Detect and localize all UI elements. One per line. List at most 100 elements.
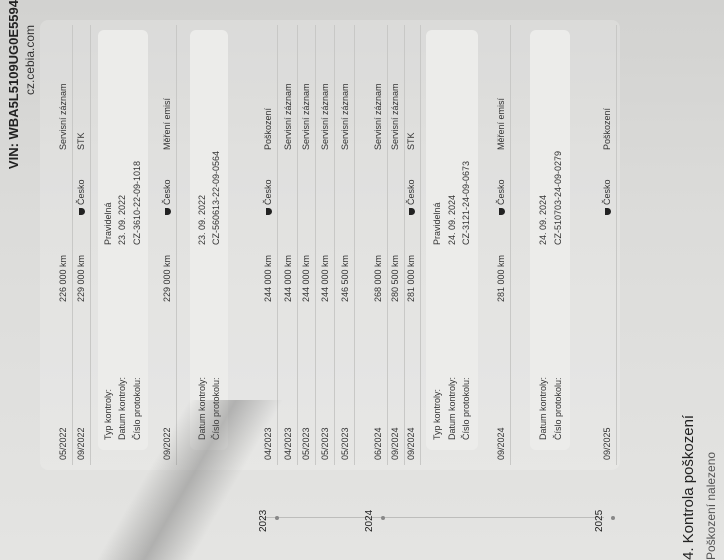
detail-box: Datum kontroly: 24. 09. 2024 Číslo proto…: [530, 30, 570, 450]
value-protocol: CZ-560613-22-09-0564: [211, 150, 221, 245]
history-row: 05/2023 244 000 km Servisní záznam: [297, 25, 316, 465]
label-date: Datum kontroly:: [117, 376, 127, 440]
history-row: 05/2023 246 500 km Servisní záznam: [336, 25, 355, 465]
row-mileage: 244 000 km: [263, 255, 273, 303]
label-type: Typ kontroly:: [432, 388, 442, 440]
row-date: 09/2025: [602, 427, 612, 460]
country-flag-icon: [499, 208, 505, 215]
history-row: 09/2022 229 000 km Česko Měření emisí: [158, 25, 177, 465]
row-mileage: 244 000 km: [320, 255, 330, 303]
row-country: Česko: [263, 179, 273, 215]
value-protocol: CZ-3121-24-09-0673: [461, 160, 471, 245]
row-country: Česko: [162, 179, 172, 215]
row-date: 09/2024: [496, 427, 506, 460]
country-flag-icon: [605, 208, 611, 215]
history-row: 09/2025 Česko Poškození: [598, 25, 617, 465]
year-label: 2023: [258, 509, 269, 532]
row-country-label: Česko: [602, 179, 612, 205]
row-date: 09/2024: [390, 427, 400, 460]
country-flag-icon: [165, 208, 171, 215]
row-mileage: 226 000 km: [58, 255, 68, 303]
vin-label: VIN: WBA5L5109UG0E5594: [6, 0, 21, 170]
row-mileage: 229 000 km: [162, 255, 172, 303]
row-country: Česko: [406, 179, 416, 215]
row-mileage: 280 500 km: [390, 255, 400, 303]
row-type: Servisní záznam: [340, 83, 350, 150]
label-date: Datum kontroly:: [197, 376, 207, 440]
year-label: 2024: [364, 509, 375, 532]
row-type: STK: [76, 132, 86, 150]
label-protocol: Číslo protokolu:: [553, 377, 563, 440]
row-type: Měření emisí: [162, 97, 172, 150]
row-country-label: Česko: [496, 179, 506, 205]
row-date: 05/2023: [301, 427, 311, 460]
row-mileage: 281 000 km: [406, 255, 416, 303]
row-mileage: 244 000 km: [301, 255, 311, 303]
value-date: 24. 09. 2024: [538, 194, 548, 245]
row-date: 04/2023: [283, 427, 293, 460]
history-row: 09/2024 281 000 km Česko STK: [402, 25, 421, 465]
timeline-line: [264, 517, 604, 518]
history-row: 04/2023 244 000 km Servisní záznam: [279, 25, 298, 465]
row-type: Servisní záznam: [58, 83, 68, 150]
row-country: Česko: [602, 179, 612, 215]
row-date: 04/2023: [263, 427, 273, 460]
row-mileage: 229 000 km: [76, 255, 86, 303]
row-mileage: 244 000 km: [283, 255, 293, 303]
row-type: Servisní záznam: [320, 83, 330, 150]
value-date: 23. 09. 2022: [117, 194, 127, 245]
row-date: 09/2022: [162, 427, 172, 460]
row-date: 09/2022: [76, 427, 86, 460]
history-row: 05/2023 244 000 km Servisní záznam: [316, 25, 335, 465]
row-date: 09/2024: [406, 427, 416, 460]
row-mileage: 281 000 km: [496, 255, 506, 303]
row-mileage: 246 500 km: [340, 255, 350, 303]
label-protocol: Číslo protokolu:: [132, 377, 142, 440]
label-protocol: Číslo protokolu:: [461, 377, 471, 440]
value-type: Pravidelná: [103, 202, 113, 245]
label-date: Datum kontroly:: [447, 376, 457, 440]
country-flag-icon: [409, 208, 415, 215]
value-type: Pravidelná: [432, 202, 442, 245]
row-type: Poškození: [602, 107, 612, 150]
label-protocol: Číslo protokolu:: [211, 377, 221, 440]
country-flag-icon: [266, 208, 272, 215]
value-date: 23. 09. 2022: [197, 194, 207, 245]
row-date: 05/2022: [58, 427, 68, 460]
detail-box: Typ kontroly: Pravidelná Datum kontroly:…: [426, 30, 478, 450]
value-protocol: CZ-510703-24-09-0279: [553, 150, 563, 245]
row-country-label: Česko: [162, 179, 172, 205]
row-type: Servisní záznam: [390, 83, 400, 150]
section-subtitle: Poškození nalezeno: [704, 451, 718, 560]
history-row: 04/2023 244 000 km Česko Poškození: [259, 25, 278, 465]
label-type: Typ kontroly:: [103, 388, 113, 440]
history-row: 09/2024 281 000 km Česko Měření emisí: [492, 25, 511, 465]
row-date: 05/2023: [340, 427, 350, 460]
timeline-dot: [381, 516, 385, 520]
value-date: 24. 09. 2024: [447, 194, 457, 245]
row-mileage: 268 000 km: [373, 255, 383, 303]
row-type: STK: [406, 132, 416, 150]
row-type: Servisní záznam: [373, 83, 383, 150]
history-row: 05/2022 226 000 km Servisní záznam: [54, 25, 73, 465]
year-label: 2025: [594, 509, 605, 532]
row-country-label: Česko: [406, 179, 416, 205]
row-date: 06/2024: [373, 427, 383, 460]
value-protocol: CZ-3610-22-09-1018: [132, 160, 142, 245]
site-url: cz.cebia.com: [23, 25, 37, 96]
row-country-label: Česko: [263, 179, 273, 205]
timeline-dot: [275, 516, 279, 520]
country-flag-icon: [79, 208, 85, 215]
label-date: Datum kontroly:: [538, 376, 548, 440]
row-country: Česko: [76, 179, 86, 215]
history-row: 09/2022 229 000 km Česko STK: [72, 25, 91, 465]
detail-box: Typ kontroly: Pravidelná Datum kontroly:…: [98, 30, 148, 450]
row-type: Poškození: [263, 107, 273, 150]
row-country-label: Česko: [76, 179, 86, 205]
row-type: Servisní záznam: [301, 83, 311, 150]
timeline-dot: [611, 516, 615, 520]
row-type: Měření emisí: [496, 97, 506, 150]
row-date: 05/2023: [320, 427, 330, 460]
detail-box: Datum kontroly: 23. 09. 2022 Číslo proto…: [190, 30, 228, 450]
